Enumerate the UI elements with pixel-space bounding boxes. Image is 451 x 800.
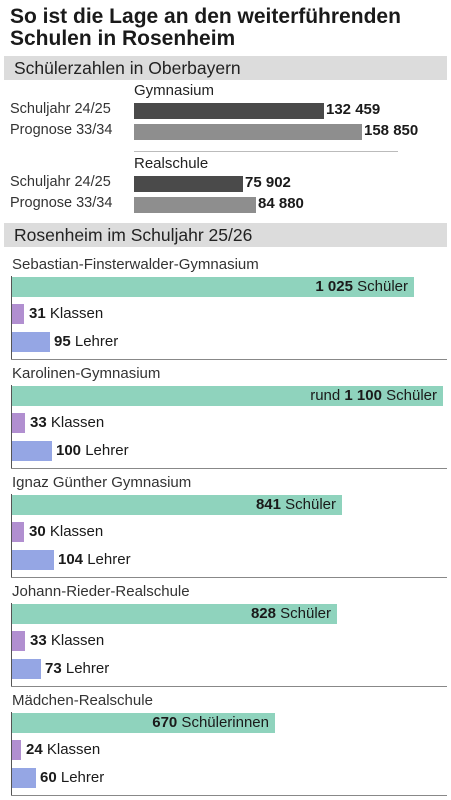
teachers-bar	[12, 332, 50, 352]
classes-bar	[12, 740, 21, 760]
school-baseline	[11, 795, 447, 796]
title-line-1: So ist die Lage an den weiterführenden	[10, 5, 401, 28]
teachers-label: 95 Lehrer	[54, 333, 119, 350]
teachers-bar	[12, 550, 54, 570]
bar-realschule-1	[134, 197, 256, 213]
classes-label: 30 Klassen	[29, 523, 104, 540]
teachers-bar	[12, 441, 52, 461]
school-axis	[11, 385, 12, 469]
section-title-rosenheim: Rosenheim im Schuljahr 25/26	[14, 225, 253, 245]
section-header-rosenheim: Rosenheim im Schuljahr 25/26	[4, 223, 447, 247]
students-label: 828 Schüler	[250, 605, 331, 622]
bar-value-label: 75 902	[245, 174, 291, 191]
group-label-gymnasium: Gymnasium	[134, 82, 215, 99]
students-label: 841 Schüler	[255, 496, 336, 513]
teachers-label: 73 Lehrer	[45, 660, 110, 677]
students-bar	[12, 277, 414, 297]
students-label: 670 Schülerinnen	[152, 714, 269, 731]
school-axis	[11, 712, 12, 796]
school-axis	[11, 494, 12, 578]
school-baseline	[11, 468, 447, 469]
teachers-bar	[12, 659, 41, 679]
classes-bar	[12, 413, 25, 433]
bar-realschule-0	[134, 176, 243, 192]
bar-value-label: 132 459	[326, 101, 381, 118]
bar-gymnasium-0	[134, 103, 324, 119]
group-label-realschule: Realschule	[134, 155, 209, 172]
students-bar	[12, 495, 342, 515]
students-bar	[12, 604, 337, 624]
teachers-label: 100 Lehrer	[56, 442, 129, 459]
school-baseline	[11, 359, 447, 360]
classes-bar	[12, 304, 24, 324]
classes-label: 24 Klassen	[26, 741, 101, 758]
row-label: Prognose 33/34	[10, 122, 113, 138]
school-name-johann-rieder-realschule: Johann-Rieder-Realschule	[12, 583, 190, 600]
classes-label: 31 Klassen	[29, 305, 104, 322]
row-label: Schuljahr 24/25	[10, 101, 111, 117]
section-header-oberbayern: Schülerzahlen in Oberbayern	[4, 56, 447, 80]
school-name-karolinen-gymnasium: Karolinen-Gymnasium	[12, 365, 161, 382]
classes-bar	[12, 522, 24, 542]
teachers-label: 60 Lehrer	[40, 769, 105, 786]
students-label: 1 025 Schüler	[315, 278, 408, 295]
school-name-ignaz-g-nther-gymnasium: Ignaz Günther Gymnasium	[12, 474, 192, 491]
classes-label: 33 Klassen	[30, 632, 105, 649]
page-title: So ist die Lage an den weiterführenden S…	[10, 6, 445, 50]
classes-bar	[12, 631, 25, 651]
bar-gymnasium-1	[134, 124, 362, 140]
students-label: rund 1 100 Schüler	[310, 387, 437, 404]
school-axis	[11, 276, 12, 360]
school-name-sebastian-finsterwalder-gymnasium: Sebastian-Finsterwalder-Gymnasium	[12, 256, 259, 273]
school-name-m-dchen-realschule: Mädchen-Realschule	[12, 692, 153, 709]
school-axis	[11, 603, 12, 687]
title-line-2: Schulen in Rosenheim	[10, 27, 236, 50]
teachers-label: 104 Lehrer	[58, 551, 131, 568]
group-separator	[134, 151, 398, 152]
classes-label: 33 Klassen	[30, 414, 105, 431]
section-title-oberbayern: Schülerzahlen in Oberbayern	[14, 58, 241, 78]
students-bar	[12, 386, 443, 406]
bar-value-label: 158 850	[364, 122, 419, 139]
row-label: Schuljahr 24/25	[10, 174, 111, 190]
students-bar	[12, 713, 275, 733]
row-label: Prognose 33/34	[10, 195, 113, 211]
school-baseline	[11, 686, 447, 687]
bar-value-label: 84 880	[258, 195, 304, 212]
school-baseline	[11, 577, 447, 578]
teachers-bar	[12, 768, 36, 788]
